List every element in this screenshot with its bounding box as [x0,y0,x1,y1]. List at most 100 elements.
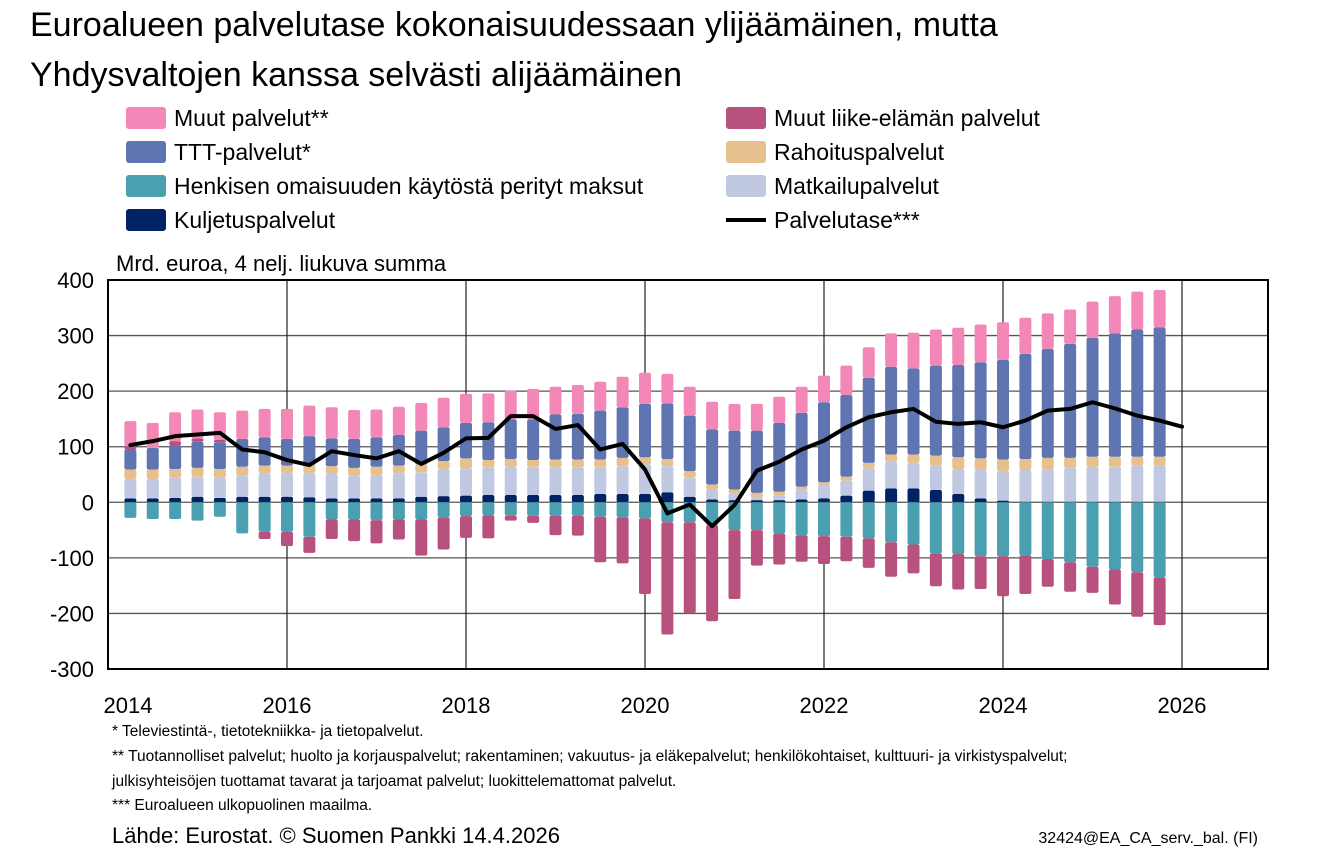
bar-matk [281,473,293,497]
bar-liike [639,518,651,594]
bar-rah [281,465,293,474]
bar-rah [571,459,584,468]
legend-swatch [726,141,766,163]
plot-frame [107,279,1269,670]
bar-henk [706,502,719,526]
bar-ttt [146,447,159,470]
bar-rah [728,489,741,494]
legend-item-muut-liike: Muut liike-elämän palvelut [726,101,1040,135]
bar-liike [594,516,607,563]
bar-muut [146,422,159,448]
bar-matk [504,466,517,496]
title-line-1: Euroalueen palvelutase kokonaisuudessaan… [30,6,998,44]
bar-henk [773,502,786,534]
bar-liike [281,531,293,547]
bar-liike [571,515,584,536]
bar-henk [348,502,361,520]
bar-rah [482,460,495,468]
bar-matk [213,477,226,498]
footnote-1: * Televiestintä-, tietotekniikka- ja tie… [112,723,424,740]
bar-rah [795,486,808,491]
line-palvelutase [128,400,1184,529]
bar-rah [236,466,249,476]
bar-muut [258,408,271,438]
bar-ttt [683,415,696,472]
bar-matk [1019,470,1032,502]
bar-rah [818,482,830,486]
bar-kulj [1153,501,1166,503]
bar-henk [236,502,249,534]
bar-matk [169,477,182,498]
bar-muut [527,388,540,420]
bar-rah [929,455,942,466]
bar-ttt [504,419,517,459]
bar-muut [907,332,920,369]
bar-muut [571,385,584,414]
bar-muut [952,327,965,366]
bar-henk [1153,502,1166,578]
bar-rah [639,457,651,465]
bar-ttt [303,436,316,466]
bar-matk [124,478,137,499]
bar-henk [213,502,226,517]
bar-kulj [303,497,316,503]
bar-kulj [571,495,584,503]
bar-rah [392,465,405,474]
bar-kulj [818,498,830,503]
bar-henk [862,502,875,539]
bar-henk [549,502,562,516]
bar-muut [795,386,808,413]
bar-ttt [639,403,651,458]
bar-liike [460,516,472,538]
bar-rah [527,460,540,467]
bar-henk [907,502,920,545]
bar-matk [392,473,405,499]
bar-muut [549,386,562,415]
bar-liike [907,544,920,574]
bar-liike [303,536,316,553]
bar-rah [952,457,965,469]
bar-matk [571,467,584,496]
bar-henk [504,502,517,516]
y-tick-label: -300 [50,657,94,682]
bar-kulj [146,498,159,503]
bar-muut [728,403,741,431]
bar-ttt [952,365,965,458]
bar-liike [683,522,696,614]
legend-label: Muut palvelut** [174,105,329,131]
bar-henk [325,502,338,520]
footnote-3: julkisyhteisöjen tuottamat tavarat ja ta… [112,773,677,790]
legend-label: Henkisen omaisuuden käytöstä perityt mak… [174,173,644,199]
bar-muut [840,365,853,396]
bar-ttt [750,430,763,493]
bar-matk [683,477,696,497]
bar-henk [1019,502,1032,556]
bar-ttt [840,395,853,477]
bar-ttt [974,362,987,459]
bar-kulj [1108,501,1121,503]
bar-matk [1041,468,1054,502]
bar-henk [1131,502,1144,573]
x-tick-label: 2026 [1158,693,1207,718]
bar-matk [236,475,249,497]
bar-matk [146,478,159,499]
bar-muut [303,405,316,437]
bar-henk [974,502,987,557]
bar-rah [1108,456,1121,467]
bar-muut [1086,301,1099,338]
bar-matk [348,475,361,499]
bar-kulj [661,492,674,503]
bar-liike [1041,558,1054,587]
y-tick-label: 200 [57,379,94,404]
bar-kulj [370,498,383,503]
bar-liike [818,536,830,564]
legend-item-ttt: TTT-palvelut* [126,135,311,169]
bar-henk [146,502,159,519]
bar-kulj [773,500,786,503]
bar-rah [303,465,316,473]
bar-rah [460,458,472,469]
bar-kulj [348,498,361,503]
bar-ttt [594,410,607,460]
bar-rah [997,459,1009,472]
bar-rah [325,466,338,474]
